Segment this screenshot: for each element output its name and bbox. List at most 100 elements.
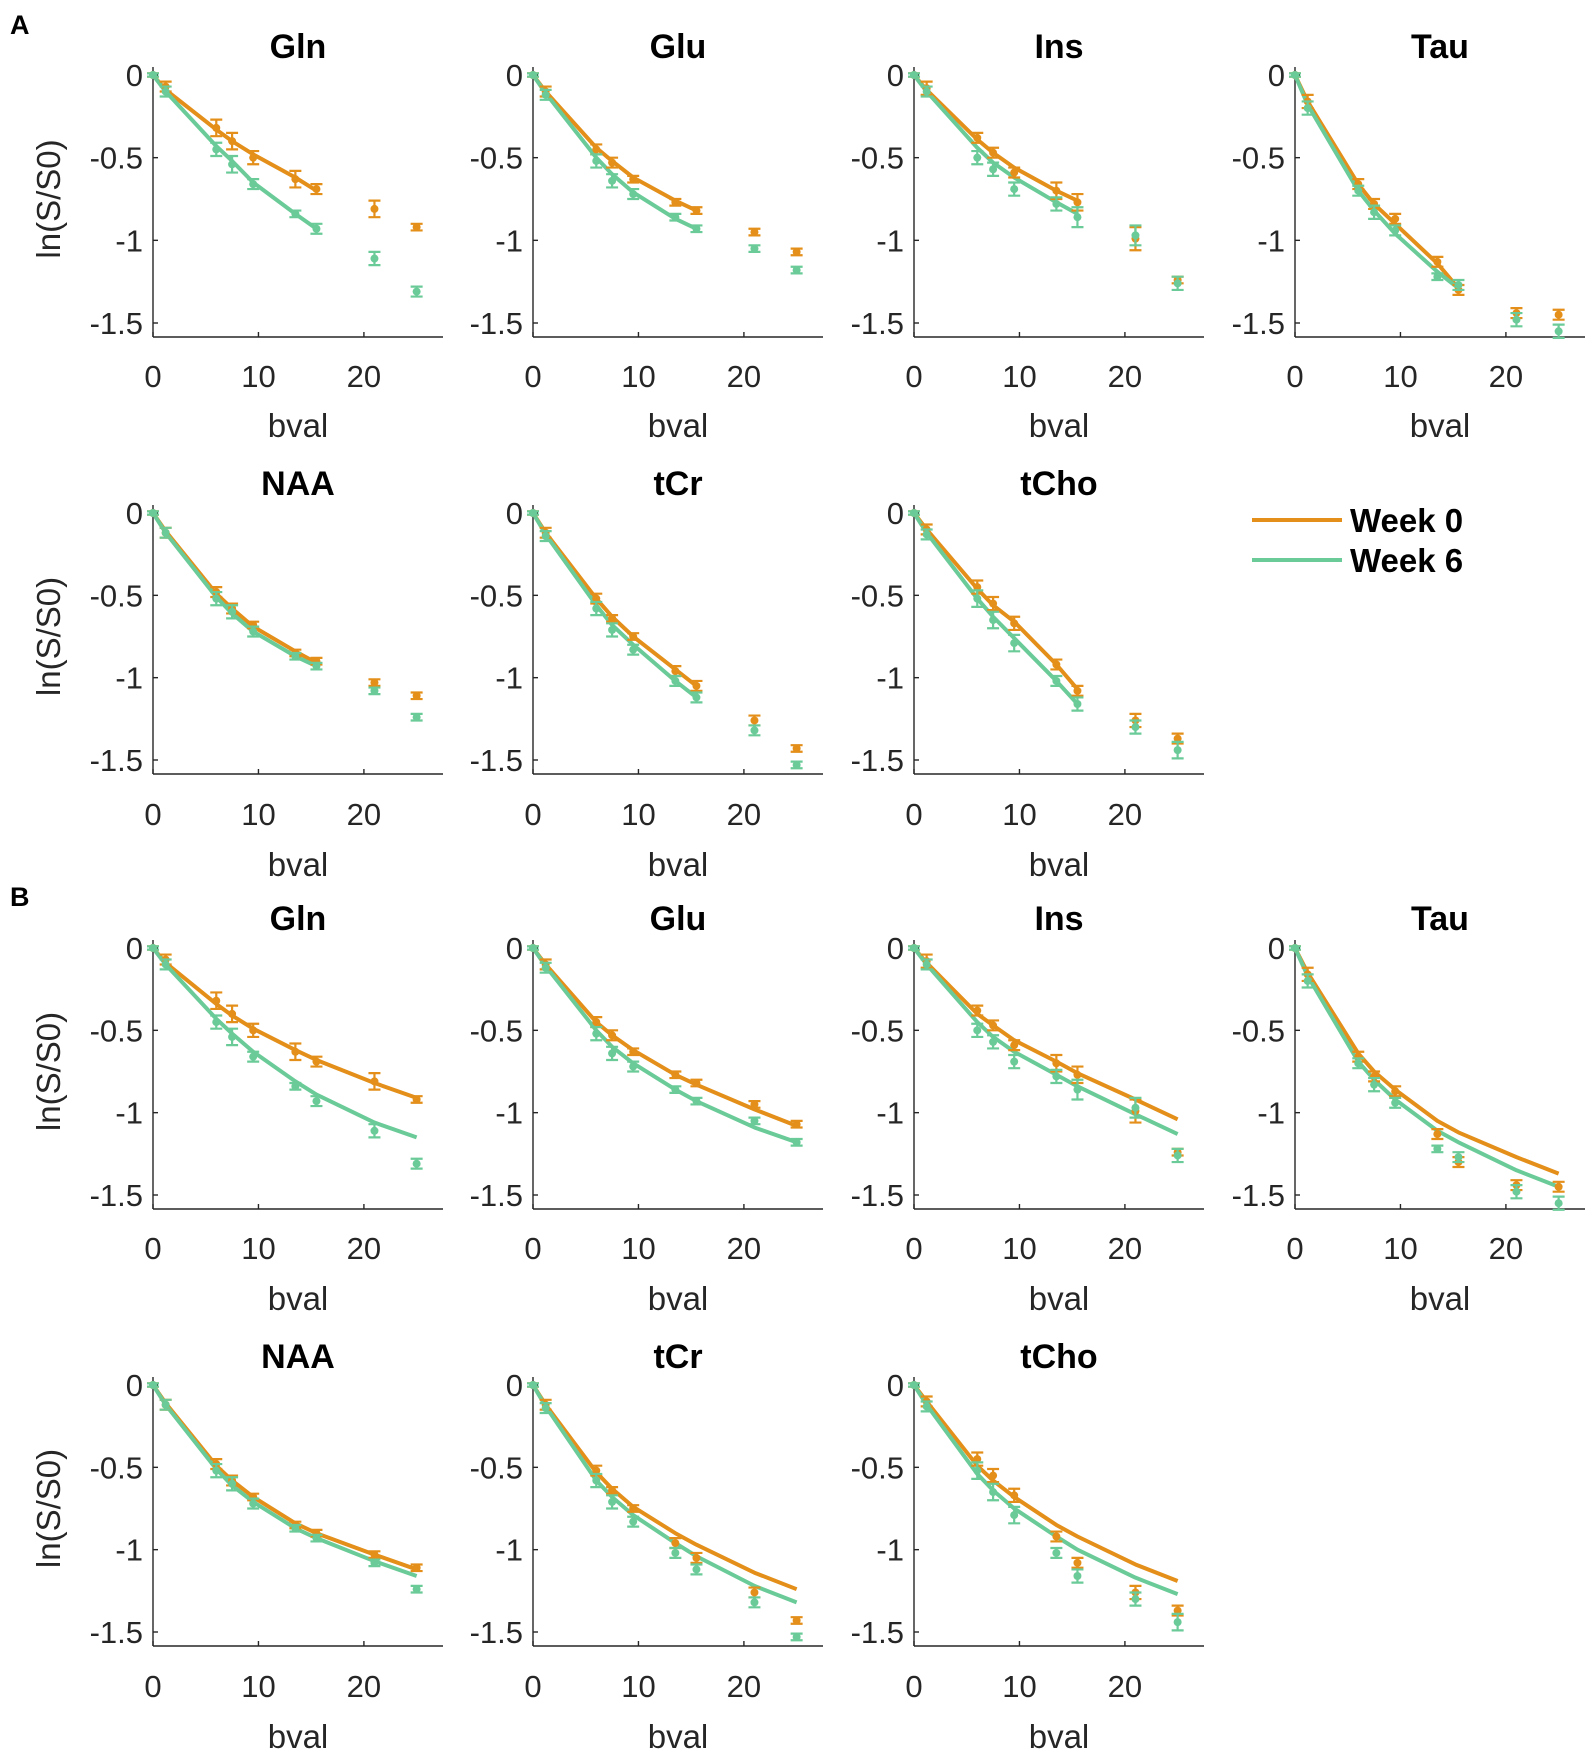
y-tick-label-a-tcr: -0.5 [470, 578, 523, 613]
data-point-week6-a-naa [291, 652, 300, 661]
legend-label-week0: Week 0 [1350, 502, 1463, 539]
data-point-week6-a-naa [161, 528, 170, 537]
data-point-week0-b-gln [370, 1077, 379, 1086]
y-tick-label-b-tau: -0.5 [1232, 1013, 1285, 1048]
data-point-week0-b-tcr [671, 1539, 680, 1548]
data-point-week6-b-glu [529, 944, 537, 952]
x-tick-label-a-tcho: 10 [1002, 797, 1036, 832]
data-point-week0-b-glu [592, 1018, 601, 1027]
y-tick-label-b-ins: -0.5 [851, 1013, 904, 1048]
data-point-week0-a-glu [629, 175, 638, 184]
data-point-week0-b-tcho [1173, 1606, 1182, 1615]
data-point-week6-b-ins [1052, 1072, 1061, 1081]
y-tick-label-a-ins: -0.5 [851, 141, 904, 176]
data-point-week0-a-gln [212, 123, 221, 132]
y-tick-label-b-naa: -1 [115, 1533, 143, 1568]
data-point-week0-b-gln [228, 1009, 237, 1018]
y-tick-label-b-gln: -1.5 [90, 1178, 143, 1213]
data-point-week0-b-glu [608, 1031, 617, 1040]
data-point-week6-a-ins [1173, 279, 1182, 288]
data-point-week6-b-ins [1073, 1085, 1082, 1094]
fit-line-week0-a-tcr [531, 511, 698, 688]
data-point-week6-a-tcho [1173, 746, 1182, 755]
data-point-week6-b-ins [1173, 1151, 1182, 1160]
data-point-week6-b-tcr [792, 1632, 801, 1641]
data-point-week0-a-tcho [989, 599, 998, 608]
data-point-week6-a-tcr [671, 676, 680, 685]
data-point-week0-a-naa [412, 691, 421, 700]
y-tick-label-b-tcho: -1.5 [851, 1615, 904, 1650]
panel-title-a-naa: NAA [261, 465, 335, 503]
data-point-week0-b-naa [412, 1563, 421, 1572]
data-point-week0-b-tcr [750, 1588, 759, 1597]
data-point-week6-a-glu [692, 224, 701, 233]
data-point-week6-b-gln [161, 960, 170, 969]
data-point-week6-b-glu [671, 1085, 680, 1094]
data-point-week6-a-tcr [608, 625, 617, 634]
x-tick-label-b-glu: 0 [524, 1231, 541, 1266]
data-point-week6-b-tau [1370, 1080, 1379, 1089]
data-point-week6-b-gln [228, 1032, 237, 1041]
y-tick-label-b-naa: -1.5 [90, 1615, 143, 1650]
y-tick-label-a-tcho: -1.5 [851, 743, 904, 778]
y-tick-label-a-tau: -1 [1257, 223, 1285, 258]
data-point-week6-b-ins [1010, 1057, 1019, 1066]
fit-line-week6-a-ins [912, 73, 1079, 216]
y-tick-label-a-naa: -0.5 [90, 578, 143, 613]
data-point-week6-b-tcr [541, 1404, 550, 1413]
x-tick-label-b-naa: 0 [144, 1669, 161, 1704]
x-tick-label-b-gln: 0 [144, 1231, 161, 1266]
data-point-week6-a-tcho [973, 594, 982, 603]
y-axis-title-a-naa: ln(S/S0) [30, 577, 67, 696]
data-point-week6-b-naa [412, 1585, 421, 1594]
x-axis-title-a-glu: bval [648, 407, 709, 444]
data-point-week6-a-tcr [541, 532, 550, 541]
x-axis-title-a-gln: bval [268, 407, 329, 444]
data-point-week6-b-tcr [750, 1598, 759, 1607]
data-point-week6-a-tau [1512, 315, 1521, 324]
y-tick-label-b-gln: 0 [126, 931, 143, 966]
fit-line-week0-b-glu [531, 946, 798, 1128]
x-axis-title-b-glu: bval [648, 1280, 709, 1317]
x-tick-label-b-tau: 0 [1286, 1231, 1303, 1266]
data-point-week6-a-gln [312, 224, 321, 233]
x-tick-label-b-tcr: 20 [727, 1669, 761, 1704]
y-tick-label-b-tcho: -0.5 [851, 1450, 904, 1485]
panel-title-a-ins: Ins [1034, 28, 1083, 66]
y-tick-label-b-tcr: -1 [495, 1533, 523, 1568]
x-tick-label-b-tcho: 20 [1108, 1669, 1142, 1704]
data-point-week0-a-gln [312, 185, 321, 194]
data-point-week6-b-tcho [1073, 1572, 1082, 1581]
data-point-week6-a-tcho [1010, 639, 1019, 648]
data-point-week6-b-naa [291, 1524, 300, 1533]
y-tick-label-a-tcho: 0 [887, 496, 904, 531]
y-tick-label-a-tcho: -1 [876, 661, 904, 696]
y-axis-title-b-naa: ln(S/S0) [30, 1449, 67, 1568]
data-point-week0-b-tcr [629, 1504, 638, 1513]
x-tick-label-a-tcho: 20 [1108, 797, 1142, 832]
data-point-week0-a-tcho [1073, 686, 1082, 695]
data-point-week6-b-ins [973, 1026, 982, 1035]
x-tick-label-a-naa: 20 [347, 797, 381, 832]
x-tick-label-a-tcr: 20 [727, 797, 761, 832]
x-tick-label-b-tau: 20 [1489, 1231, 1523, 1266]
x-tick-label-a-ins: 20 [1108, 359, 1142, 394]
data-point-week0-a-tcho [1173, 734, 1182, 743]
y-tick-label-a-naa: 0 [126, 496, 143, 531]
data-point-week6-b-tcr [629, 1517, 638, 1526]
y-tick-label-b-naa: 0 [126, 1368, 143, 1403]
data-point-week0-a-tcho [1052, 660, 1061, 669]
y-tick-label-a-tau: 0 [1268, 58, 1285, 93]
data-point-week6-a-ins [973, 153, 982, 162]
x-tick-label-b-tcho: 0 [905, 1669, 922, 1704]
data-point-week0-a-glu [608, 158, 617, 167]
data-point-week6-a-tcr [592, 604, 601, 613]
data-point-week0-a-glu [750, 228, 759, 237]
data-point-week6-b-glu [592, 1029, 601, 1038]
x-tick-label-a-ins: 10 [1002, 359, 1036, 394]
x-axis-title-a-naa: bval [268, 846, 329, 883]
